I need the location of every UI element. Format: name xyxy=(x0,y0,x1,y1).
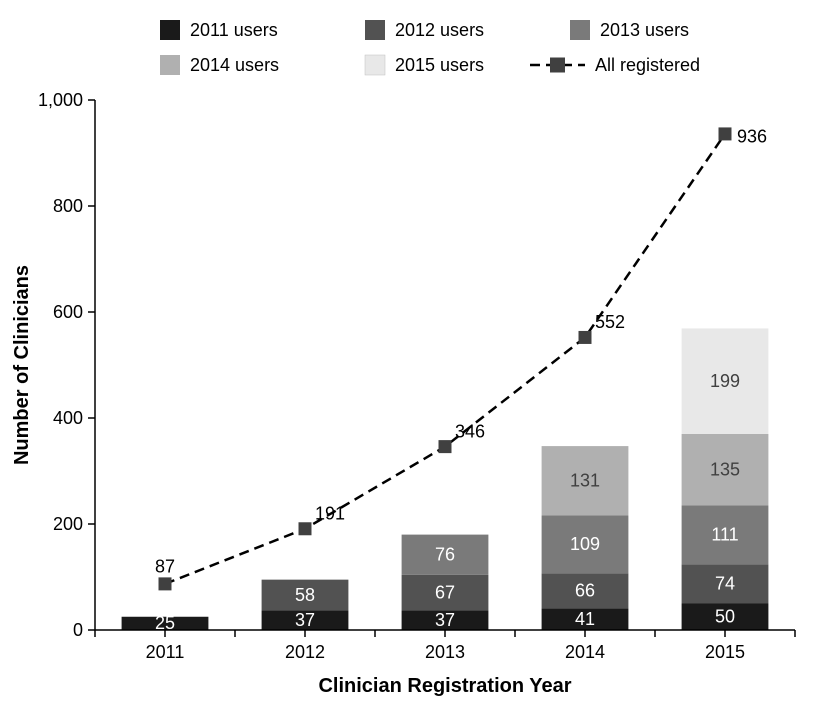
trend-marker-2015 xyxy=(719,128,731,140)
bar-label-2015-2011_users: 50 xyxy=(715,607,735,627)
legend-label-2015_users: 2015 users xyxy=(395,55,484,75)
legend-label-2012_users: 2012 users xyxy=(395,20,484,40)
x-tick-label: 2011 xyxy=(146,642,185,662)
bar-label-2013-2011_users: 37 xyxy=(435,610,455,630)
trend-label-2014: 552 xyxy=(595,312,625,332)
legend-label-2013_users: 2013 users xyxy=(600,20,689,40)
chart-svg: 2011 users 2012 users 2013 users 2014 users… xyxy=(0,0,831,714)
x-tick-label: 2014 xyxy=(565,642,605,662)
y-tick-label: 600 xyxy=(53,302,83,322)
bar-label-2013-2012_users: 67 xyxy=(435,582,455,602)
trend-marker-2011 xyxy=(159,578,171,590)
legend-label-all_registered: All registered xyxy=(595,55,700,75)
bar-label-2012-2012_users: 58 xyxy=(295,585,315,605)
x-axis-title: Clinician Registration Year xyxy=(318,675,571,697)
x-tick-label: 2013 xyxy=(425,642,465,662)
legend-swatch-2014_users xyxy=(160,55,180,75)
bar-label-2014-2014_users: 131 xyxy=(570,471,600,491)
x-tick-label: 2012 xyxy=(285,642,325,662)
trend-line-all-registered xyxy=(165,134,725,584)
bar-label-2014-2011_users: 41 xyxy=(575,609,595,629)
legend-swatch-2015_users xyxy=(365,55,385,75)
legend-swatch-2012_users xyxy=(365,20,385,40)
y-tick-label: 1,000 xyxy=(38,90,83,110)
trend-marker-2012 xyxy=(299,523,311,535)
legend-swatch-2011_users xyxy=(160,20,180,40)
y-tick-label: 0 xyxy=(73,620,83,640)
y-tick-label: 200 xyxy=(53,514,83,534)
bar-label-2015-2013_users: 111 xyxy=(711,525,738,545)
chart-container: 2011 users 2012 users 2013 users 2014 users… xyxy=(0,0,831,719)
trend-label-2015: 936 xyxy=(737,127,767,147)
bar-label-2014-2012_users: 66 xyxy=(575,581,595,601)
y-tick-label: 800 xyxy=(53,196,83,216)
bar-label-2015-2014_users: 135 xyxy=(710,459,740,479)
bar-label-2014-2013_users: 109 xyxy=(570,534,600,554)
trend-marker-2013 xyxy=(439,441,451,453)
bar-label-2013-2013_users: 76 xyxy=(435,544,455,564)
bar-label-2012-2011_users: 37 xyxy=(295,610,315,630)
trend-marker-2014 xyxy=(579,331,591,343)
legend-label-2011_users: 2011 users xyxy=(190,20,278,40)
trend-label-2011: 87 xyxy=(155,557,175,577)
legend-swatch-2013_users xyxy=(570,20,590,40)
trend-label-2013: 346 xyxy=(455,421,485,441)
x-tick-label: 2015 xyxy=(705,642,745,662)
y-tick-label: 400 xyxy=(53,408,83,428)
trend-label-2012: 191 xyxy=(315,504,345,524)
bar-label-2015-2015_users: 199 xyxy=(710,371,740,391)
y-axis-title: Number of Clinicians xyxy=(11,265,33,465)
bar-label-2015-2012_users: 74 xyxy=(715,574,735,594)
legend-marker-all_registered xyxy=(551,58,565,72)
legend-label-2014_users: 2014 users xyxy=(190,55,279,75)
